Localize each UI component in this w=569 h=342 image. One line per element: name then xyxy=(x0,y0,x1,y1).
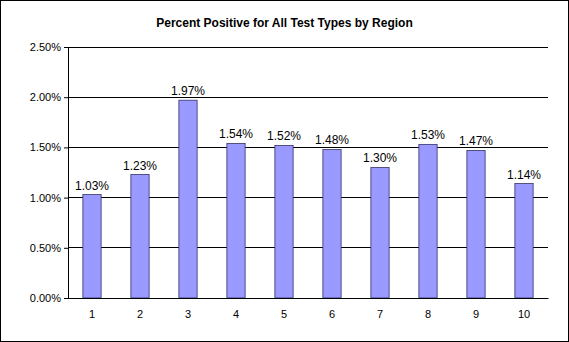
y-tick: 2.00% xyxy=(30,91,68,103)
y-tick-mark xyxy=(64,97,68,98)
y-tick: 0.50% xyxy=(30,242,68,254)
x-tick-label: 9 xyxy=(473,308,479,320)
x-tick: 1 xyxy=(89,298,95,320)
x-tick: 7 xyxy=(377,298,383,320)
x-tick: 6 xyxy=(329,298,335,320)
x-tick-label: 8 xyxy=(425,308,431,320)
y-tick-label: 2.50% xyxy=(30,41,61,53)
data-label: 1.30% xyxy=(363,151,397,165)
bar xyxy=(323,149,341,298)
bar xyxy=(419,144,437,298)
data-label: 1.47% xyxy=(459,134,493,148)
y-tick-label: 1.50% xyxy=(30,141,61,153)
x-tick: 3 xyxy=(185,298,191,320)
x-axis-line xyxy=(69,298,549,299)
plot: 0.00%0.50%1.00%1.50%2.00%2.50%1234567891… xyxy=(30,41,549,320)
x-tick-label: 2 xyxy=(137,308,143,320)
y-tick-mark xyxy=(64,298,68,299)
bar xyxy=(179,100,197,298)
y-tick: 1.00% xyxy=(30,192,68,204)
y-tick-mark xyxy=(64,47,68,48)
bar xyxy=(83,195,101,298)
chart-title: Percent Positive for All Test Types by R… xyxy=(156,16,413,30)
grid xyxy=(68,47,548,298)
chart-frame xyxy=(1,1,569,342)
grid-line xyxy=(68,97,548,98)
y-tick-label: 0.00% xyxy=(30,292,61,304)
y-tick-label: 0.50% xyxy=(30,242,61,254)
y-tick: 1.50% xyxy=(30,141,68,153)
x-tick-label: 1 xyxy=(89,308,95,320)
x-tick: 9 xyxy=(473,298,479,320)
bar xyxy=(275,145,293,298)
y-tick-label: 1.00% xyxy=(30,192,61,204)
x-tick: 8 xyxy=(425,298,431,320)
y-tick-mark xyxy=(64,248,68,249)
x-tick-label: 5 xyxy=(281,308,287,320)
chart: Percent Positive for All Test Types by R… xyxy=(0,0,569,342)
data-labels: 1.03% 1.23% 1.97% 1.54% 1.52% 1.48% 1.30% 1.53%… xyxy=(75,84,541,192)
y-tick-mark xyxy=(64,147,68,148)
data-label: 1.97% xyxy=(171,84,205,98)
x-axis: 1 2 3 4 5 6 7 8 9 10 xyxy=(69,298,549,320)
bar xyxy=(371,167,389,298)
x-tick: 4 xyxy=(233,298,239,320)
data-label: 1.03% xyxy=(75,179,109,193)
x-tick: 10 xyxy=(518,298,530,320)
y-tick-label: 2.00% xyxy=(30,91,61,103)
data-label: 1.54% xyxy=(219,127,253,141)
x-tick-label: 4 xyxy=(233,308,239,320)
x-tick-label: 10 xyxy=(518,308,530,320)
bar xyxy=(467,150,485,298)
bar xyxy=(227,143,245,298)
y-tick: 2.50% xyxy=(30,41,68,53)
x-tick-label: 7 xyxy=(377,308,383,320)
y-tick: 0.00% xyxy=(30,292,68,304)
data-label: 1.52% xyxy=(267,129,301,143)
data-label: 1.23% xyxy=(123,159,157,173)
y-tick-mark xyxy=(64,198,68,199)
x-tick: 2 xyxy=(137,298,143,320)
x-tick: 5 xyxy=(281,298,287,320)
data-label: 1.14% xyxy=(507,168,541,182)
y-axis-line xyxy=(64,48,69,299)
bars xyxy=(83,100,533,298)
bar xyxy=(515,184,533,298)
y-axis: 0.00% 0.50% 1.00% 1.50% 2.00% 2.50% xyxy=(30,41,69,304)
data-label: 1.48% xyxy=(315,133,349,147)
grid-line xyxy=(68,47,548,48)
data-label: 1.53% xyxy=(411,128,445,142)
x-tick-label: 6 xyxy=(329,308,335,320)
bar xyxy=(131,175,149,298)
x-tick-label: 3 xyxy=(185,308,191,320)
